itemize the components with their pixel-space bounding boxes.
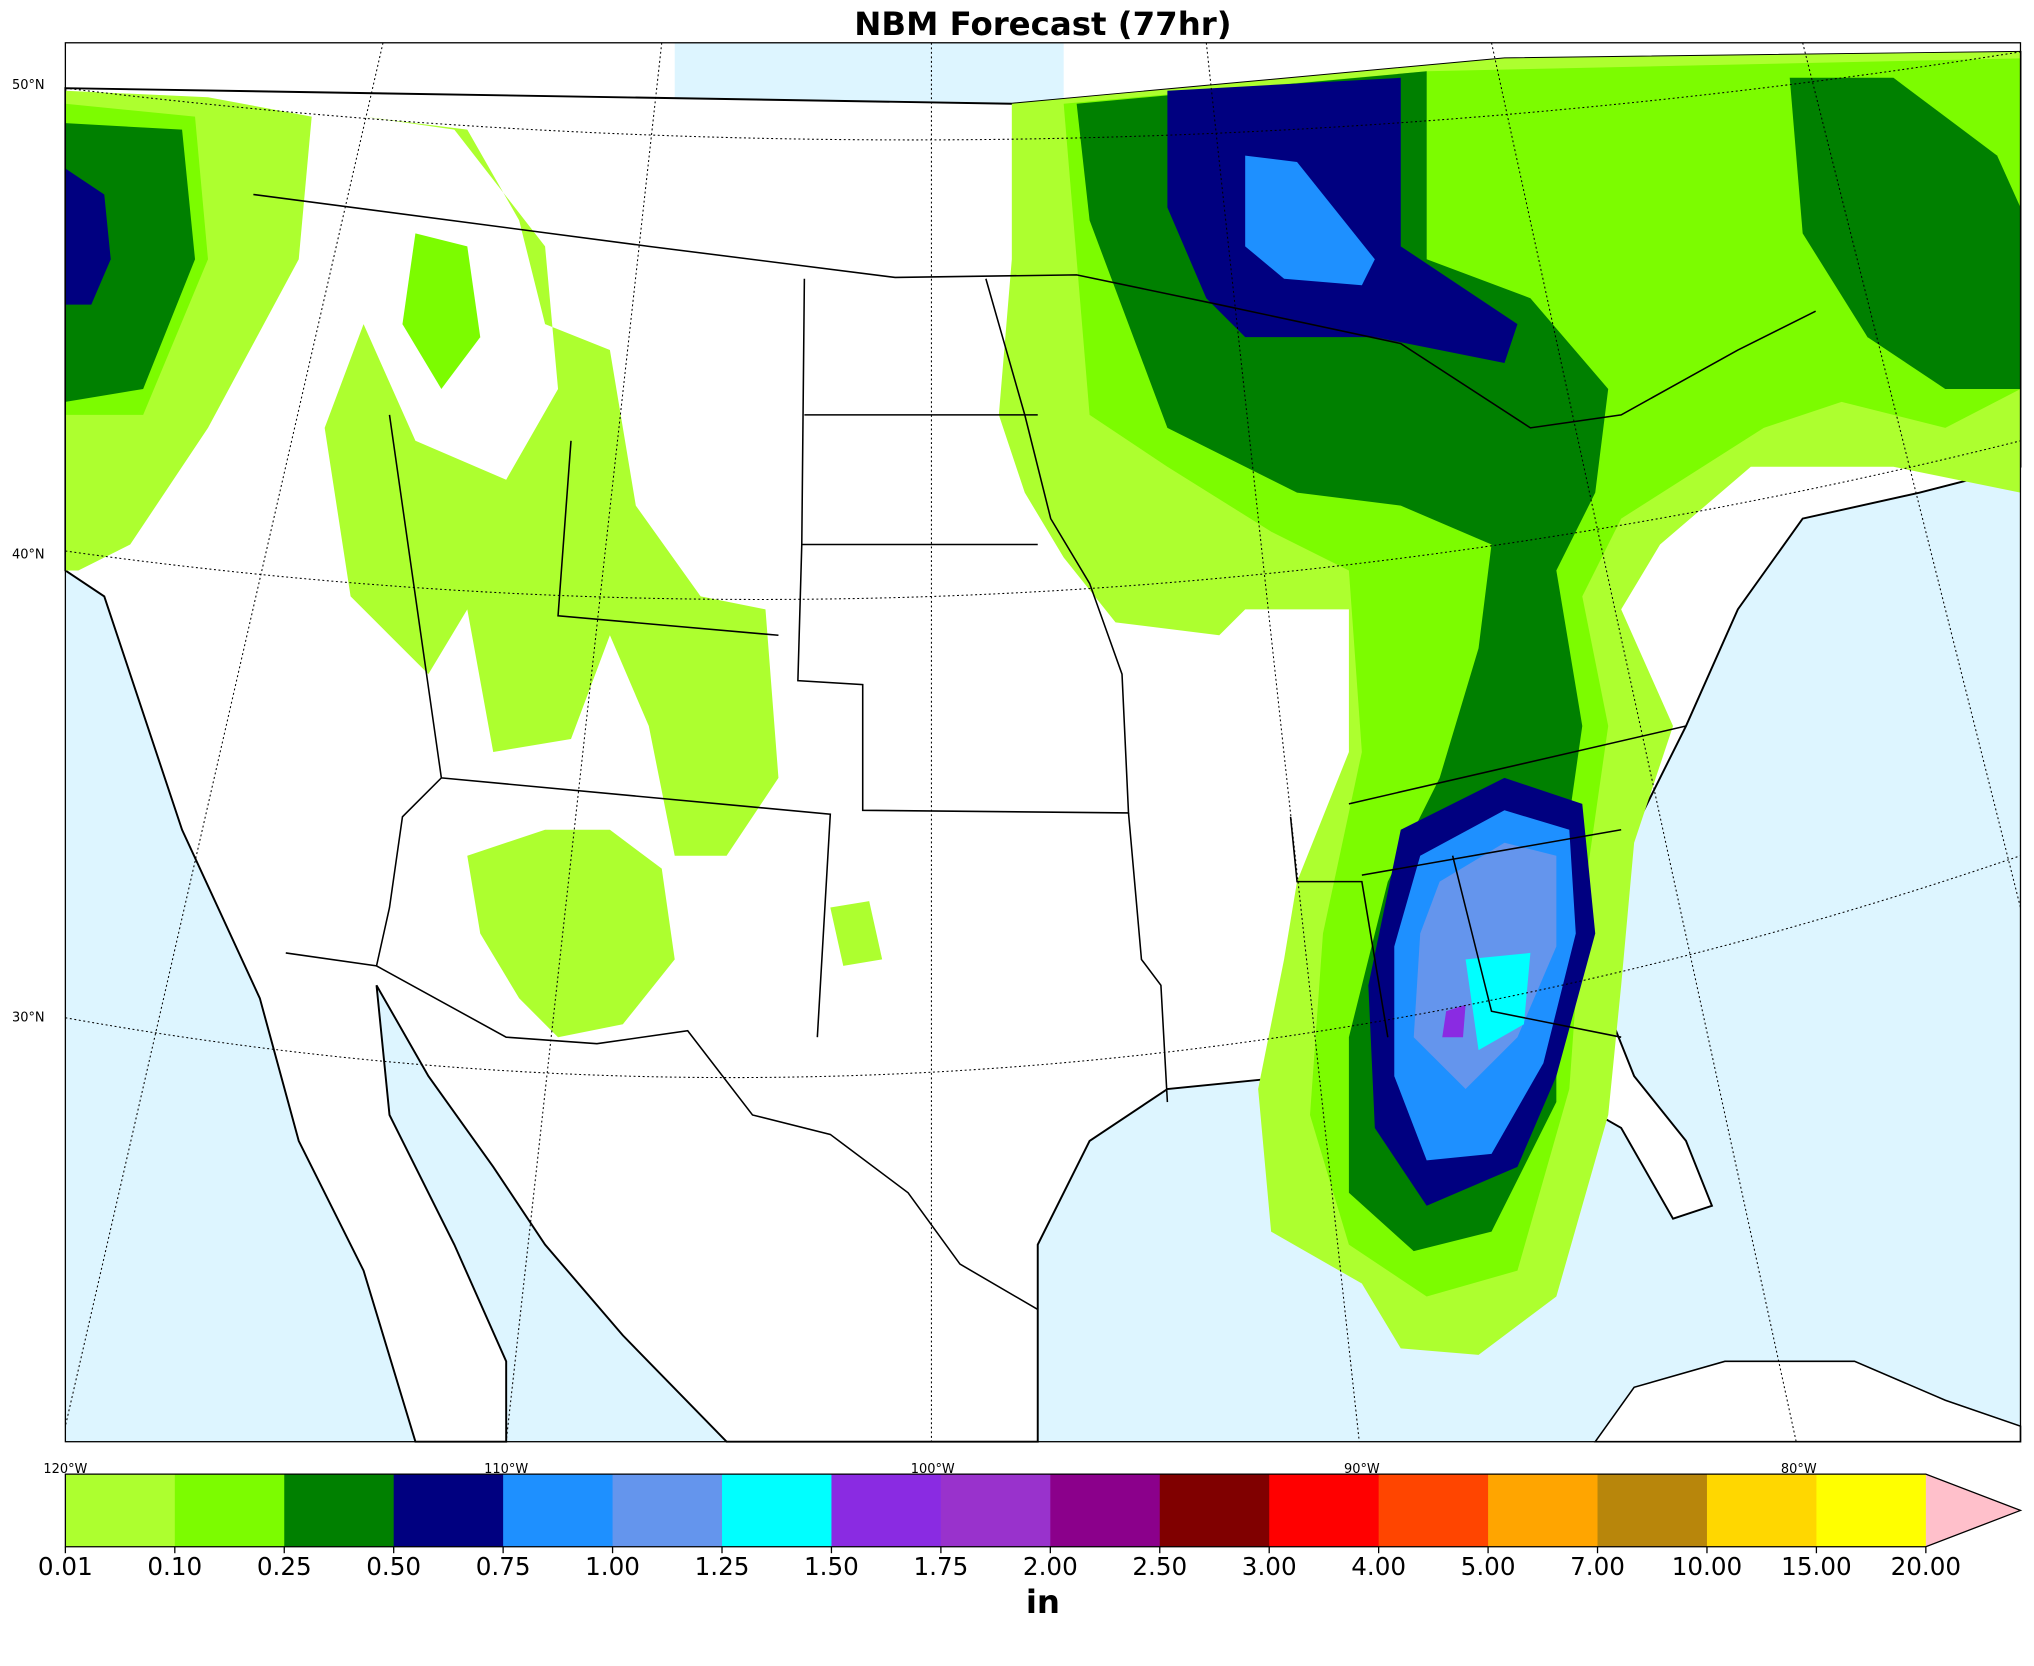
lat-label: 30°N — [12, 1010, 45, 1025]
graticule-labels: 50°N 40°N 30°N 120°W 110°W 100°W 90°W 80°W — [12, 78, 1817, 1477]
colorbar-segment — [612, 1474, 723, 1547]
colorbar-segment — [1706, 1474, 1818, 1547]
colorbar-tick-label: 0.75 — [476, 1552, 531, 1581]
colorbar-segment — [1378, 1474, 1489, 1547]
colorbar-segment — [1816, 1474, 1927, 1547]
colorbar-segment — [831, 1474, 942, 1547]
colorbar-tick-label: 1.25 — [695, 1552, 750, 1581]
colorbar-tick-label: 5.00 — [1461, 1552, 1516, 1581]
colorbar-tick-label: 1.50 — [804, 1552, 859, 1581]
colorbar: 0.01 0.10 0.25 0.50 0.75 1.00 1.25 1.50 1.75 2.00… — [38, 1473, 2023, 1581]
colorbar-label: in — [1026, 1583, 1060, 1621]
colorbar-tick-label: 1.00 — [585, 1552, 640, 1581]
colorbar-segment — [1597, 1474, 1708, 1547]
map — [64, 42, 2022, 1443]
lat-label: 40°N — [12, 547, 45, 562]
colorbar-tick-label: 0.25 — [257, 1552, 312, 1581]
colorbar-tick-label: 15.00 — [1781, 1552, 1851, 1581]
colorbar-tick-label: 0.01 — [38, 1552, 93, 1581]
colorbar-tick-label: 2.00 — [1023, 1552, 1078, 1581]
colorbar-tick-label: 3.00 — [1242, 1552, 1297, 1581]
colorbar-tick-label: 4.00 — [1351, 1552, 1406, 1581]
colorbar-segment — [1159, 1474, 1270, 1547]
outside-domain — [1063, 42, 2021, 102]
lon-label: 80°W — [1781, 1462, 1817, 1477]
colorbar-segment — [940, 1474, 1051, 1547]
colorbar-segment — [65, 1474, 176, 1547]
lat-label: 50°N — [12, 78, 45, 93]
colorbar-segment — [722, 1474, 833, 1547]
colorbar-segment — [174, 1474, 285, 1547]
colorbar-segment — [393, 1474, 504, 1547]
precip-west — [65, 90, 883, 1038]
outside-domain — [65, 42, 675, 104]
colorbar-tick-label: 2.50 — [1132, 1552, 1187, 1581]
colorbar-outline — [64, 1473, 2023, 1548]
colorbar-tick-label: 20.00 — [1891, 1552, 1961, 1581]
colorbar-tick-label: 7.00 — [1570, 1552, 1625, 1581]
colorbar-segment — [503, 1474, 614, 1547]
lon-label: 100°W — [911, 1462, 955, 1477]
colorbar-tick-label: 1.75 — [913, 1552, 968, 1581]
lon-label: 110°W — [484, 1462, 528, 1477]
colorbar-segment — [1488, 1474, 1599, 1547]
colorbar-tick-label: 0.10 — [147, 1552, 202, 1581]
graticule — [64, 42, 2021, 1442]
title: NBM Forecast (77hr) — [854, 5, 1231, 43]
colorbar-segment — [284, 1474, 395, 1547]
lon-label: 90°W — [1344, 1462, 1380, 1477]
lon-label: 120°W — [43, 1462, 87, 1477]
colorbar-segment — [1269, 1474, 1380, 1547]
colorbar-segment — [1050, 1474, 1161, 1547]
map-frame — [64, 42, 2022, 1443]
colorbar-extension — [1925, 1474, 2021, 1547]
borders — [253, 193, 1816, 1311]
colorbar-tick-label: 0.50 — [366, 1552, 421, 1581]
colorbar-tick-label: 10.00 — [1672, 1552, 1743, 1581]
